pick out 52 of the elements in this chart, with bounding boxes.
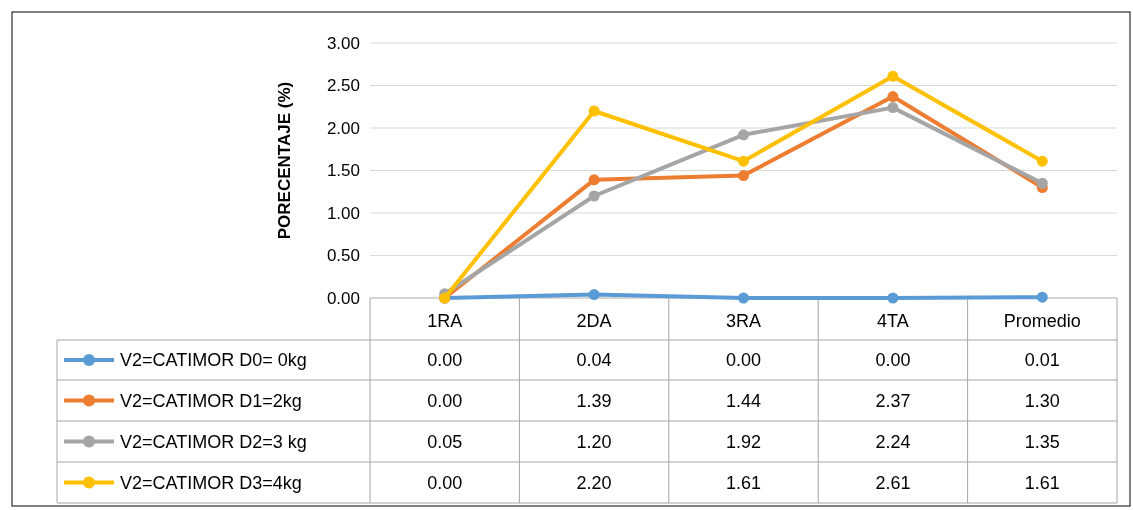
data-label: 1.61 — [725, 472, 762, 493]
point — [1036, 177, 1048, 189]
data-label: 0.00 — [427, 472, 463, 493]
point — [738, 155, 749, 167]
point — [887, 91, 899, 103]
point — [738, 292, 749, 304]
x-tick-label: Promedio — [1003, 311, 1081, 332]
data-label: 0.00 — [725, 350, 762, 371]
data-label: 2.24 — [875, 431, 911, 452]
legend-label: V2=CATIMOR D0= 0kg — [120, 350, 307, 371]
data-label: 0.04 — [576, 350, 612, 371]
data-label: 1.92 — [725, 431, 762, 452]
data-label: 0.01 — [1024, 350, 1060, 371]
y-tick-label: 1.00 — [326, 203, 360, 223]
point — [738, 129, 749, 141]
point — [738, 170, 749, 182]
data-label: 0.00 — [427, 390, 463, 411]
data-label: 2.37 — [875, 390, 911, 411]
data-label: 0.00 — [427, 350, 463, 371]
y-tick-label: 3.00 — [326, 33, 360, 53]
legend-label: V2=CATIMOR D1=2kg — [120, 390, 302, 411]
x-tick-label: 2DA — [576, 311, 612, 332]
x-tick-label: 3RA — [725, 311, 762, 332]
data-label: 1.61 — [1024, 472, 1060, 493]
y-tick-label: 2.00 — [326, 118, 360, 138]
point — [887, 70, 899, 82]
y-tick-label: 0.00 — [326, 288, 360, 308]
x-tick-label: 1RA — [427, 311, 463, 332]
legend-label: V2=CATIMOR D2=3 kg — [120, 431, 307, 452]
data-label: 1.35 — [1024, 431, 1060, 452]
data-label: 1.44 — [725, 390, 762, 411]
data-label: 0.00 — [875, 350, 911, 371]
y-tick-label: 0.50 — [326, 246, 360, 266]
y-tick-label: 2.50 — [326, 76, 360, 96]
legend-label: V2=CATIMOR D3=4kg — [120, 472, 302, 493]
data-label: 2.20 — [576, 472, 612, 493]
data-label: 1.20 — [576, 431, 612, 452]
y-tick-label: 1.50 — [326, 161, 360, 181]
data-label: 1.39 — [576, 390, 612, 411]
y-axis-title: PORECENTAJE (%) — [275, 81, 294, 240]
point — [1036, 291, 1048, 303]
data-label: 0.05 — [427, 431, 463, 452]
x-tick-label: 4TA — [877, 311, 909, 332]
point — [588, 289, 600, 301]
data-label: 2.61 — [875, 472, 911, 493]
point — [887, 292, 899, 304]
point — [588, 190, 600, 202]
point — [1036, 155, 1048, 167]
point — [887, 102, 899, 114]
data-label: 1.30 — [1024, 390, 1060, 411]
point — [588, 105, 600, 117]
point — [588, 174, 600, 186]
